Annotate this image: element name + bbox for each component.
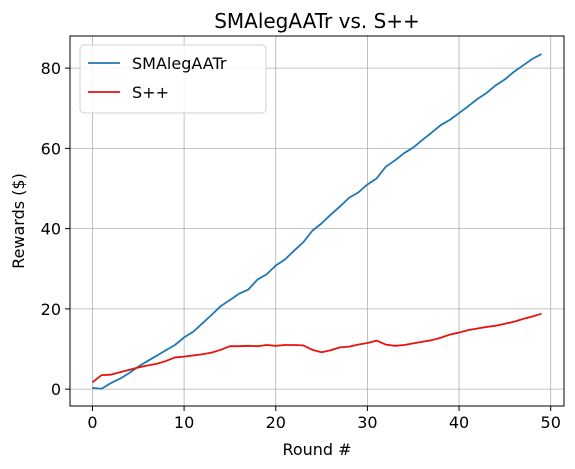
- legend-label: SMAlegAATr: [132, 54, 227, 73]
- y-axis-label: Rewards ($): [9, 173, 28, 269]
- x-tick-label: 40: [449, 413, 469, 432]
- y-tick-label: 60: [41, 139, 61, 158]
- x-tick-label: 10: [174, 413, 194, 432]
- y-tick-label: 0: [51, 380, 61, 399]
- y-tick-label: 20: [41, 300, 61, 319]
- x-axis-label: Round #: [282, 440, 351, 459]
- plot-frame: [69, 35, 565, 407]
- x-tick-label: 30: [357, 413, 377, 432]
- series-line-s-: [91, 312, 542, 384]
- y-tick-label: 40: [41, 220, 61, 239]
- series-layer: [91, 53, 542, 390]
- ticks: 0 10 20 30 40 50 0 20 40 60 80: [41, 59, 561, 432]
- legend-label: S++: [132, 83, 169, 102]
- legend-box: [79, 44, 267, 114]
- x-tick-label: 0: [87, 413, 97, 432]
- legend: SMAlegAATr S++: [79, 44, 267, 114]
- x-tick-label: 20: [266, 413, 286, 432]
- x-tick-label: 50: [541, 413, 561, 432]
- y-tick-label: 80: [41, 59, 61, 78]
- series-line-smalegaatr: [92, 53, 542, 390]
- chart-title: SMAlegAATr vs. S++: [214, 9, 420, 33]
